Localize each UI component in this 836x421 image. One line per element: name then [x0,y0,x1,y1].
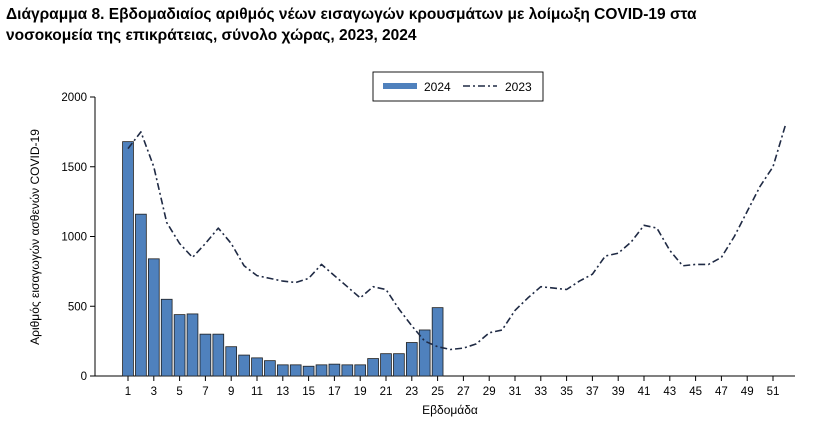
bar-2024-week-15 [302,365,315,377]
x-tick-label: 15 [302,386,315,398]
x-tick-label: 35 [560,386,573,398]
bar-2024-week-7 [199,333,212,377]
bar-2024-week-23 [405,342,418,377]
line-2023 [127,123,787,351]
bar-2024-week-3 [147,258,160,377]
y-tick-label: 1000 [61,232,87,244]
x-tick-label: 33 [534,386,547,398]
x-axis-title: Εβδομάδα [422,403,478,417]
bar-2024-week-20 [367,358,379,377]
bar-2024-week-1 [122,141,134,377]
title-line-1: Διάγραμμα 8. Εβδομαδιαίος αριθμός νέων ε… [6,6,697,23]
y-tick-label: 2000 [61,92,87,104]
legend-swatch-2024 [383,83,417,89]
bar-2024-week-22 [393,353,405,377]
bar-2024-week-16 [315,364,328,377]
x-tick-label: 25 [431,386,444,398]
y-axis-title: Αριθμός εισαγωγών ασθενών COVID-19 [28,129,42,345]
x-tick-label: 11 [251,386,263,398]
bar-2024-week-4 [160,298,173,377]
x-tick-label: 19 [354,386,367,398]
bar-2024-week-5 [173,314,186,377]
bar-2024-week-14 [289,364,302,377]
bar-2024-week-8 [212,333,225,377]
x-tick-label: 37 [586,386,599,398]
x-tick-label: 7 [202,386,208,398]
x-tick-label: 51 [767,386,780,398]
bar-2024-week-10 [238,354,250,377]
bar-2024-week-17 [328,363,341,377]
x-tick-label: 1 [125,386,131,398]
y-tick-label: 0 [81,371,87,383]
x-tick-label: 41 [638,386,651,398]
x-tick-label: 47 [715,386,728,398]
bar-2024-week-2 [135,213,147,377]
x-tick-label: 49 [741,386,754,398]
bar-2024-week-18 [341,364,354,377]
x-tick-label: 45 [689,386,702,398]
x-tick-label: 5 [176,386,182,398]
x-tick-label: 43 [663,386,676,398]
x-tick-label: 17 [328,386,341,398]
bar-2024-week-12 [264,360,276,377]
bar-2024-week-24 [418,329,431,377]
legend-label-2024: 2024 [424,80,451,94]
x-tick-label: 21 [380,386,393,398]
x-tick-label: 31 [509,386,522,398]
x-tick-label: 3 [151,386,157,398]
bar-2024-week-19 [354,364,367,377]
x-tick-label: 13 [276,386,289,398]
x-tick-label: 27 [457,386,470,398]
chart-title: Διάγραμμα 8. Εβδομαδιαίος αριθμός νέων ε… [6,4,834,46]
legend: 2024 2023 [372,71,544,102]
legend-label-2023: 2023 [505,80,532,94]
bar-2024-week-9 [225,346,238,377]
x-tick-label: 29 [483,386,496,398]
title-line-2: νοσοκομεία της επικράτειας, σύνολο χώρας… [6,27,417,44]
x-tick-label: 9 [228,386,234,398]
x-tick-label: 23 [405,386,418,398]
y-tick-label: 1500 [61,162,87,174]
y-tick-label: 500 [68,301,87,313]
bar-2024-week-25 [431,307,444,377]
x-tick-label: 39 [612,386,625,398]
bar-2024-week-11 [251,357,263,377]
bar-2024-week-6 [186,313,199,377]
bar-2024-week-13 [276,364,289,377]
bar-2024-week-21 [380,353,392,377]
